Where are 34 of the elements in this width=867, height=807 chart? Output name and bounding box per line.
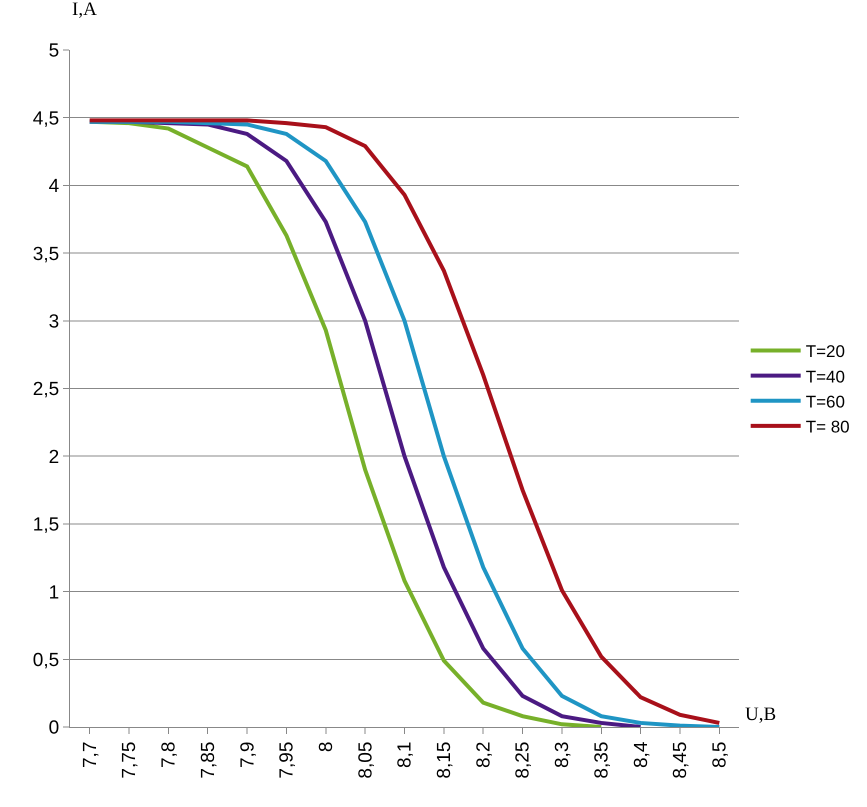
x-tick-label: 7,95 [276, 742, 298, 779]
y-tick-label: 0,5 [32, 650, 60, 671]
legend-label: T=40 [806, 367, 845, 386]
legend-label: T= 80 [806, 417, 850, 436]
y-tick-label: 2 [48, 446, 60, 468]
x-tick-label: 8,15 [434, 742, 456, 779]
x-tick-label: 8,3 [552, 742, 574, 768]
x-tick-label: 8,4 [630, 741, 652, 768]
y-tick-label: 1,5 [32, 514, 60, 536]
x-tick-label: 8,45 [670, 742, 692, 779]
y-tick-label: 2,5 [32, 379, 60, 400]
y-tick-label: 3,5 [32, 244, 60, 265]
y-tick-label: 0 [48, 718, 60, 739]
y-tick-label: 3 [48, 311, 60, 332]
x-tick-label: 8,2 [473, 742, 494, 768]
legend-label: T=60 [806, 392, 845, 412]
x-tick-label: 7,7 [80, 742, 101, 768]
y-axis-title: I,A [72, 0, 98, 20]
y-tick-label: 5 [48, 40, 60, 62]
x-tick-label: 8,35 [591, 742, 612, 779]
x-tick-label: 8 [316, 742, 337, 752]
y-tick-label: 4 [48, 176, 60, 198]
x-tick-label: 7,8 [158, 742, 180, 768]
x-tick-label: 8,05 [355, 742, 376, 779]
legend-label: T=20 [806, 342, 845, 362]
x-tick-label: 8,5 [709, 742, 730, 768]
y-tick-label: 1 [48, 582, 60, 604]
x-tick-label: 7,75 [119, 742, 140, 779]
x-tick-label: 7,9 [237, 742, 258, 768]
x-axis-title: U,B [745, 704, 776, 725]
x-tick-label: 7,85 [198, 742, 219, 779]
x-tick-label: 8,1 [394, 742, 416, 768]
x-tick-label: 8,25 [512, 742, 534, 779]
y-tick-label: 4,5 [32, 108, 60, 130]
